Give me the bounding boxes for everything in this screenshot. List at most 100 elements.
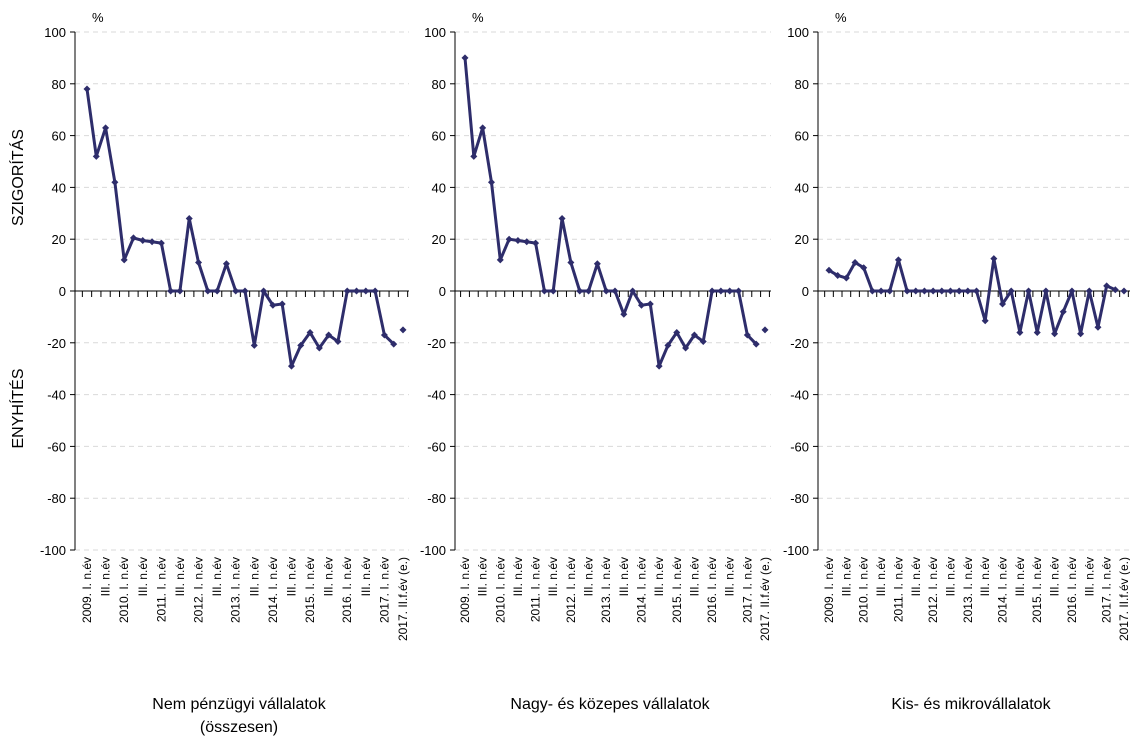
point-marker <box>167 287 175 295</box>
panel-title: Kis- és mikrovállalatok <box>891 696 1051 713</box>
point-marker <box>912 287 920 295</box>
series-line <box>463 57 758 368</box>
point-marker <box>717 287 725 295</box>
point-marker <box>260 287 268 295</box>
x-tick-label: 2012. I. n.év <box>564 557 578 623</box>
x-tick-label: 2017. I. n.év <box>377 557 391 623</box>
x-tick-label: III. n.év <box>582 557 596 596</box>
x-tick-label: 2013. I. n.év <box>961 557 975 623</box>
y-tick-label: 100 <box>424 25 446 40</box>
point-marker <box>1085 287 1093 295</box>
point-marker <box>176 287 184 295</box>
point-marker <box>620 310 628 318</box>
point-marker <box>646 300 654 308</box>
point-marker <box>297 341 305 349</box>
point-marker <box>903 287 911 295</box>
point-marker <box>611 287 619 295</box>
point-marker <box>157 239 165 247</box>
x-tick-label: 2011. I. n.év <box>154 557 168 622</box>
point-marker <box>532 239 540 247</box>
x-tick-label: 2015. I. n.év <box>670 557 684 623</box>
point-marker <box>886 287 894 295</box>
x-tick-label: III. n.év <box>978 557 992 596</box>
x-tick-label: III. n.év <box>322 557 336 596</box>
y-axis-title: ENYHÍTÉS <box>8 368 27 448</box>
y-tick-label: -100 <box>40 543 66 558</box>
unit-label: % <box>92 10 104 25</box>
x-tick-label: III. n.év <box>511 557 525 596</box>
x-tick-label: 2014. I. n.év <box>634 557 648 623</box>
point-marker <box>860 264 868 272</box>
y-tick-label: 80 <box>432 77 446 92</box>
x-tick-label: III. n.év <box>943 557 957 596</box>
unit-label: % <box>472 10 484 25</box>
point-marker <box>990 255 998 263</box>
x-tick-label: III. n.év <box>284 557 298 596</box>
point-marker <box>241 287 249 295</box>
y-tick-label: -60 <box>790 439 809 454</box>
y-tick-label: 100 <box>787 25 809 40</box>
x-tick-label: 2010. I. n.év <box>857 557 871 623</box>
point-marker <box>470 152 478 160</box>
y-tick-label: -40 <box>47 388 66 403</box>
series-line <box>828 257 1116 336</box>
y-tick-label: -20 <box>47 336 66 351</box>
point-marker <box>148 238 156 246</box>
x-tick-label: 2015. I. n.év <box>303 557 317 623</box>
point-marker <box>973 287 980 295</box>
point-marker <box>185 214 193 222</box>
point-marker <box>204 287 212 295</box>
y-tick-label: 60 <box>795 129 809 144</box>
point-marker <box>964 287 972 295</box>
x-tick-label: III. n.év <box>99 557 113 596</box>
point-marker <box>390 340 398 348</box>
x-tick-label: III. n.év <box>1048 557 1062 596</box>
x-tick-label: III. n.év <box>723 557 737 596</box>
y-tick-label: 20 <box>432 232 446 247</box>
x-tick-label: III. n.év <box>839 557 853 596</box>
x-tick-label: III. n.év <box>687 557 701 596</box>
x-tick-label: 2014. I. n.év <box>996 557 1010 623</box>
point-marker <box>380 331 388 339</box>
point-marker <box>362 287 370 295</box>
point-marker <box>540 287 548 295</box>
panel-title: (összesen) <box>200 719 278 736</box>
point-marker <box>708 287 716 295</box>
point-marker <box>877 287 885 295</box>
x-tick-label: 2011. I. n.év <box>529 557 543 622</box>
x-tick-label: III. n.év <box>247 557 261 596</box>
y-tick-label: -60 <box>427 439 446 454</box>
point-marker <box>523 238 531 246</box>
panel-title: Nagy- és közepes vállalatok <box>510 696 710 713</box>
point-marker <box>981 317 989 325</box>
point-marker <box>726 287 734 295</box>
point-marker <box>487 178 495 186</box>
point-marker <box>842 274 850 282</box>
point-marker <box>195 259 203 267</box>
x-tick-label: 2011. I. n.év <box>891 557 905 622</box>
point-marker <box>825 266 833 274</box>
point-marker <box>549 287 557 295</box>
point-marker <box>637 301 645 309</box>
point-marker <box>735 287 743 295</box>
x-tick-label: III. n.év <box>1013 557 1027 596</box>
point-marker <box>1094 323 1102 331</box>
point-marker <box>664 341 672 349</box>
point-marker <box>334 338 342 346</box>
point-marker <box>1016 328 1024 336</box>
point-marker <box>514 236 522 244</box>
point-marker <box>92 152 100 160</box>
point-marker <box>682 344 690 352</box>
point-marker <box>1103 282 1111 290</box>
x-tick-label: 2013. I. n.év <box>229 557 243 623</box>
x-tick-label: 2015. I. n.év <box>1030 557 1044 623</box>
point-marker <box>655 362 663 370</box>
y-tick-label: 100 <box>44 25 66 40</box>
y-tick-label: 40 <box>795 180 809 195</box>
point-marker <box>479 124 487 132</box>
y-tick-label: -80 <box>790 491 809 506</box>
x-tick-label: 2016. I. n.év <box>1065 557 1079 623</box>
point-marker <box>629 287 637 295</box>
point-marker <box>343 287 351 295</box>
y-tick-label: 80 <box>795 77 809 92</box>
